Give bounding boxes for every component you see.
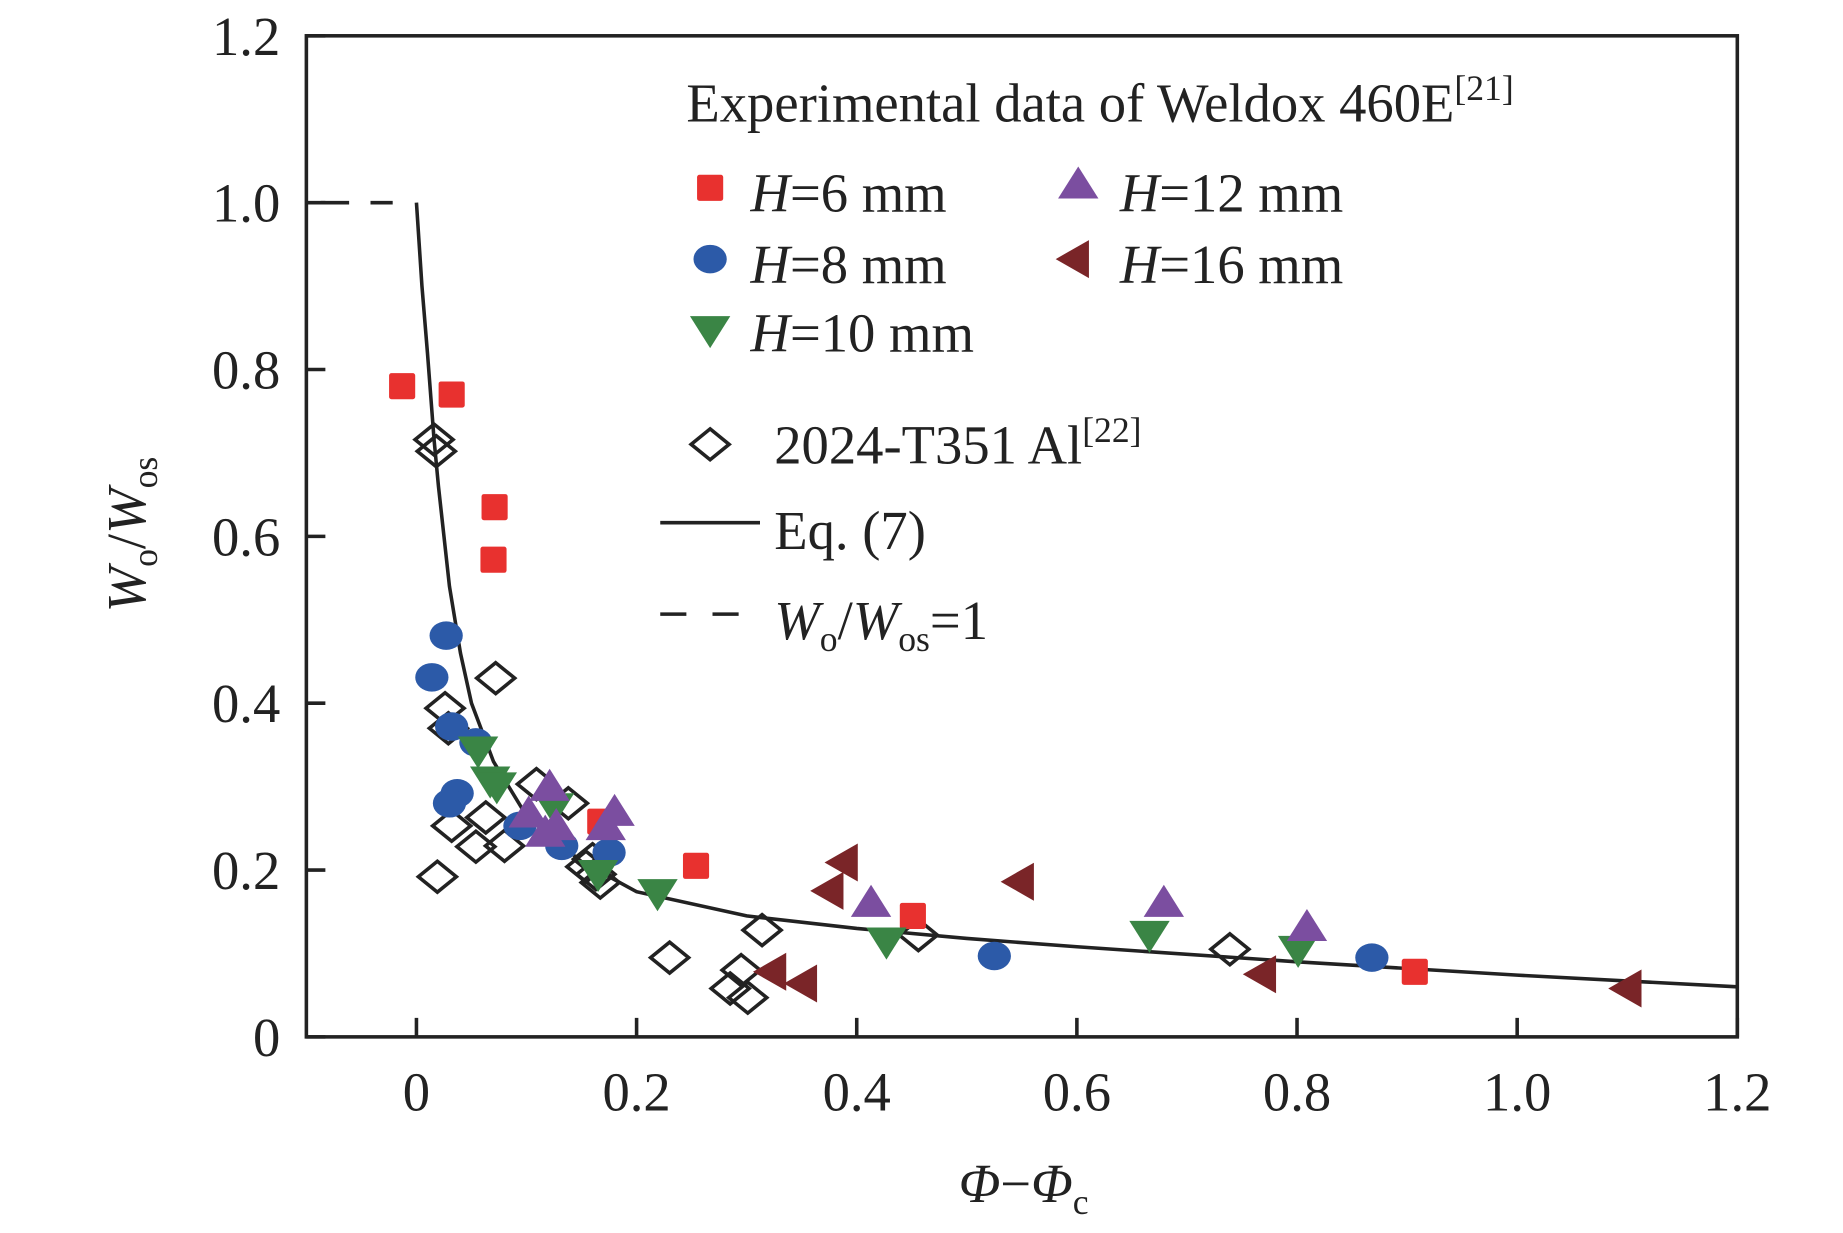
data-point — [457, 736, 499, 769]
y-axis-label: Wo/Wos — [96, 457, 165, 613]
data-point — [637, 879, 678, 912]
legend: Experimental data of Weldox 460E[21] H=6 … — [660, 68, 1514, 659]
legend-marker-triangle-up — [1058, 166, 1099, 199]
legend-label: H=16 mm — [1119, 234, 1343, 295]
legend-marker-square — [697, 174, 724, 201]
data-point — [1401, 958, 1428, 985]
data-point — [977, 941, 1011, 971]
y-tick-label: 1.2 — [212, 6, 280, 67]
data-point — [752, 952, 787, 991]
x-axis-label: Φ−Φc — [959, 1153, 1089, 1222]
data-point — [429, 621, 463, 650]
x-tick-label: 0.2 — [602, 1062, 670, 1123]
x-tick-label: 0 — [403, 1062, 430, 1123]
y-tick-label: 0.2 — [212, 840, 280, 901]
legend-marker-triangle-left — [1055, 240, 1089, 279]
data-point — [810, 871, 844, 910]
legend-label: 2024-T351 Al[22] — [774, 410, 1141, 475]
legend-label: H=6 mm — [750, 163, 947, 224]
data-point — [508, 795, 549, 828]
data-point — [1277, 935, 1319, 968]
x-tick-label: 1.2 — [1703, 1062, 1771, 1123]
data-point — [525, 814, 566, 847]
y-tick-label: 0.6 — [212, 506, 280, 567]
legend-label: Wo/Wos=1 — [774, 590, 988, 659]
data-point — [435, 712, 469, 741]
legend-marker-circle — [693, 244, 727, 274]
data-point — [1143, 884, 1185, 917]
legend-title: Experimental data of Weldox 460E[21] — [686, 68, 1513, 133]
data-point — [740, 912, 784, 948]
data-point — [896, 917, 941, 953]
data-point — [899, 902, 926, 929]
data-point — [481, 494, 508, 521]
data-point — [585, 808, 626, 841]
y-tick-label: 0 — [253, 1007, 280, 1068]
legend-label: H=10 mm — [750, 303, 974, 364]
legend-marker-triangle-down — [689, 316, 731, 349]
data-point — [682, 852, 710, 879]
y-tick-label: 0.8 — [212, 340, 280, 401]
data-point — [1608, 969, 1642, 1008]
legend-label: Eq. (7) — [774, 500, 926, 561]
data-point — [412, 421, 456, 458]
data-point — [415, 858, 460, 895]
axes: 0 0.2 0.4 0.6 0.8 1.0 1.2 0 0.2 0.4 0.6 0.8 1.0 1.2 Φ−… — [96, 6, 1772, 1222]
data-point — [476, 772, 517, 805]
data-point — [578, 864, 623, 901]
data-point — [473, 660, 518, 696]
eq7-curve — [414, 202, 1738, 989]
data-point — [429, 808, 474, 844]
data-point — [647, 939, 692, 976]
data-point — [1242, 955, 1277, 994]
data-point — [463, 799, 508, 836]
y-tick-label: 1.0 — [212, 173, 280, 234]
data-point — [824, 843, 858, 882]
data-point — [783, 964, 818, 1003]
legend-label: H=12 mm — [1119, 163, 1343, 224]
data-point — [414, 433, 459, 469]
x-tick-label: 0.4 — [823, 1062, 891, 1123]
series-triangle-up — [508, 768, 1328, 942]
data-point — [389, 373, 416, 400]
data-point — [533, 793, 575, 826]
data-point — [415, 663, 449, 692]
data-point — [438, 381, 465, 408]
data-point — [577, 859, 619, 893]
data-point — [850, 884, 892, 917]
data-point — [725, 979, 770, 1016]
data-point — [1129, 920, 1170, 953]
data-point — [482, 828, 527, 864]
data-point — [1208, 931, 1252, 968]
data-point — [1355, 943, 1389, 972]
data-point — [592, 838, 626, 867]
plot-marks — [320, 200, 1738, 1016]
data-point — [866, 927, 907, 960]
data-point — [1000, 862, 1034, 901]
data-point — [480, 546, 507, 573]
x-tick-label: 0.8 — [1263, 1062, 1331, 1123]
legend-label: H=8 mm — [750, 234, 947, 295]
data-point — [432, 789, 467, 818]
y-tick-label: 0.4 — [212, 673, 280, 734]
series-triangle-down — [457, 736, 1319, 968]
data-point — [1286, 908, 1328, 942]
legend-marker-diamond — [688, 426, 732, 463]
x-tick-label: 1.0 — [1483, 1062, 1551, 1123]
series-triangle-left — [752, 843, 1642, 1008]
data-point — [529, 768, 570, 801]
x-tick-label: 0.6 — [1043, 1062, 1111, 1123]
